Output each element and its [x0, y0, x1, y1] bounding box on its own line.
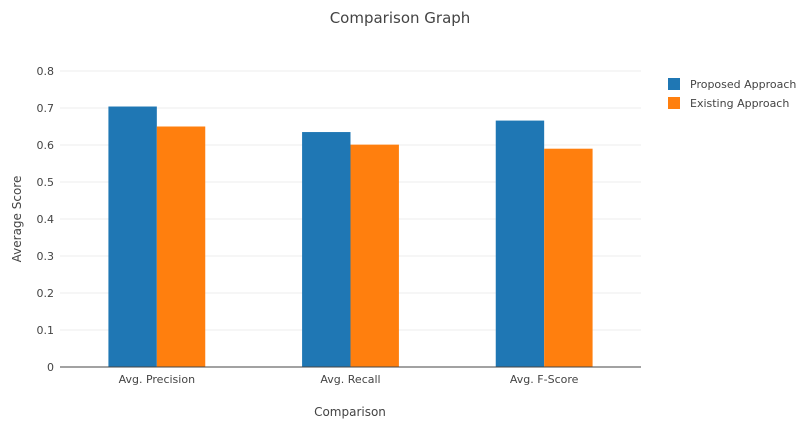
axes: 0 0.1 0.2 0.3 0.4 0.5 0.6 0.7 0.8 Avg. Precision A…	[37, 65, 641, 386]
bar-proposed-approach	[108, 106, 157, 368]
legend-swatch	[668, 97, 680, 109]
bar-existing-approach	[350, 144, 399, 367]
y-tick-label: 0.5	[37, 176, 55, 189]
y-tick-label: 0.6	[37, 139, 55, 152]
y-tick-label: 0.2	[37, 287, 55, 300]
legend: Proposed Approach Existing Approach	[668, 78, 796, 110]
y-tick-label: 0.4	[37, 213, 55, 226]
legend-label: Proposed Approach	[690, 78, 796, 91]
x-tick-label: Avg. Precision	[119, 373, 195, 386]
y-tick-label: 0.1	[37, 324, 55, 337]
y-tick-label: 0.3	[37, 250, 55, 263]
chart-title: Comparison Graph	[330, 9, 471, 27]
x-tick-label: Avg. Recall	[320, 373, 380, 386]
y-tick-label: 0	[47, 361, 54, 374]
x-tick-label: Avg. F-Score	[510, 373, 579, 386]
y-axis-title: Average Score	[10, 176, 24, 263]
y-tick-label: 0.8	[37, 65, 55, 78]
bar-existing-approach	[544, 148, 593, 367]
bar-proposed-approach	[495, 120, 545, 367]
legend-label: Existing Approach	[690, 97, 789, 110]
bar-proposed-approach	[302, 132, 351, 367]
bar-existing-approach	[156, 126, 206, 367]
y-tick-label: 0.7	[37, 102, 55, 115]
x-axis-title: Comparison	[314, 405, 386, 419]
bars	[108, 106, 593, 368]
legend-swatch	[668, 78, 680, 90]
